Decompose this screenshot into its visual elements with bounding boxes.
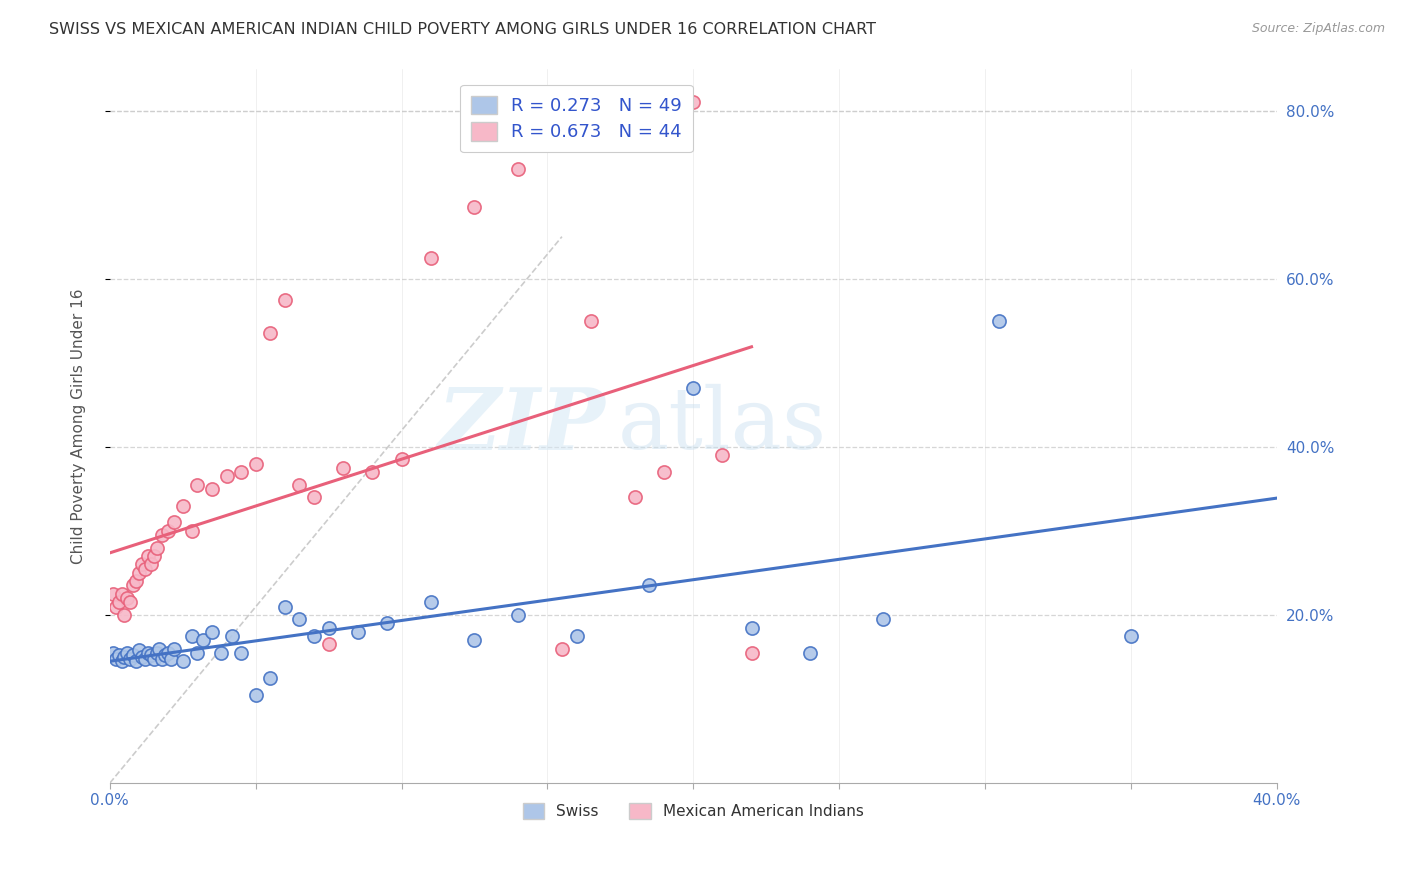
Point (117, 646, 139, 660)
Point (361, 465, 384, 479)
Text: SWISS VS MEXICAN AMERICAN INDIAN CHILD POVERTY AMONG GIRLS UNDER 16 CORRELATION : SWISS VS MEXICAN AMERICAN INDIAN CHILD P… (49, 22, 876, 37)
Point (332, 460, 354, 475)
Y-axis label: Child Poverty Among Girls Under 16: Child Poverty Among Girls Under 16 (72, 288, 86, 564)
Point (201, 482, 224, 496)
Point (117, 591, 139, 606)
Point (186, 646, 208, 660)
Point (172, 654, 194, 668)
Point (101, 587, 124, 601)
Point (155, 648, 177, 663)
Point (172, 499, 194, 513)
Point (142, 549, 165, 563)
Point (157, 524, 180, 538)
Point (120, 651, 142, 665)
Point (134, 651, 156, 665)
Point (209, 646, 232, 660)
Point (1119, 629, 1142, 643)
Point (150, 528, 173, 542)
Point (302, 490, 325, 504)
Point (114, 649, 136, 664)
Point (101, 646, 124, 660)
Point (375, 616, 398, 631)
Point (136, 549, 159, 563)
Point (579, 314, 602, 328)
Legend: Swiss, Mexican American Indians: Swiss, Mexican American Indians (516, 797, 870, 825)
Point (104, 599, 127, 614)
Point (624, 490, 647, 504)
Point (215, 469, 238, 483)
Point (148, 641, 170, 656)
Point (318, 621, 340, 635)
Point (128, 566, 150, 580)
Point (638, 578, 661, 592)
Point (180, 524, 202, 538)
Point (682, 95, 704, 110)
Point (134, 562, 156, 576)
Point (259, 671, 281, 685)
Point (259, 326, 281, 341)
Point (682, 381, 704, 395)
Point (508, 607, 530, 622)
Point (128, 643, 150, 657)
Point (565, 629, 588, 643)
Text: ZIP: ZIP (437, 384, 606, 467)
Point (114, 607, 136, 622)
Point (157, 646, 180, 660)
Point (741, 621, 763, 635)
Text: Source: ZipAtlas.com: Source: ZipAtlas.com (1251, 22, 1385, 36)
Point (122, 578, 145, 592)
Point (107, 648, 129, 663)
Point (145, 646, 167, 660)
Point (122, 648, 145, 663)
Point (318, 637, 340, 651)
Point (131, 558, 153, 572)
Point (988, 314, 1011, 328)
Point (741, 646, 763, 660)
Point (125, 574, 148, 589)
Point (160, 651, 183, 665)
Point (104, 651, 127, 665)
Point (139, 558, 162, 572)
Point (346, 624, 368, 639)
Point (145, 541, 167, 555)
Point (120, 595, 142, 609)
Point (150, 651, 173, 665)
Point (221, 629, 243, 643)
Point (419, 251, 441, 265)
Point (711, 448, 734, 462)
Point (125, 654, 148, 668)
Point (142, 651, 165, 665)
Point (391, 452, 413, 467)
Point (245, 457, 267, 471)
Point (245, 688, 267, 702)
Point (139, 648, 162, 663)
Point (110, 587, 132, 601)
Point (288, 477, 311, 491)
Point (107, 595, 129, 609)
Point (288, 612, 311, 626)
Point (872, 612, 894, 626)
Point (302, 629, 325, 643)
Point (229, 646, 252, 660)
Point (419, 595, 441, 609)
Point (229, 465, 252, 479)
Point (463, 200, 485, 214)
Point (652, 465, 675, 479)
Point (274, 599, 297, 614)
Point (201, 624, 224, 639)
Point (163, 516, 186, 530)
Point (186, 477, 208, 491)
Point (274, 293, 297, 307)
Point (193, 633, 215, 648)
Point (180, 629, 202, 643)
Point (136, 646, 159, 660)
Point (551, 641, 574, 656)
Point (508, 162, 530, 177)
Point (131, 649, 153, 664)
Text: atlas: atlas (617, 384, 827, 467)
Point (110, 654, 132, 668)
Point (799, 646, 821, 660)
Point (463, 633, 485, 648)
Point (163, 641, 186, 656)
